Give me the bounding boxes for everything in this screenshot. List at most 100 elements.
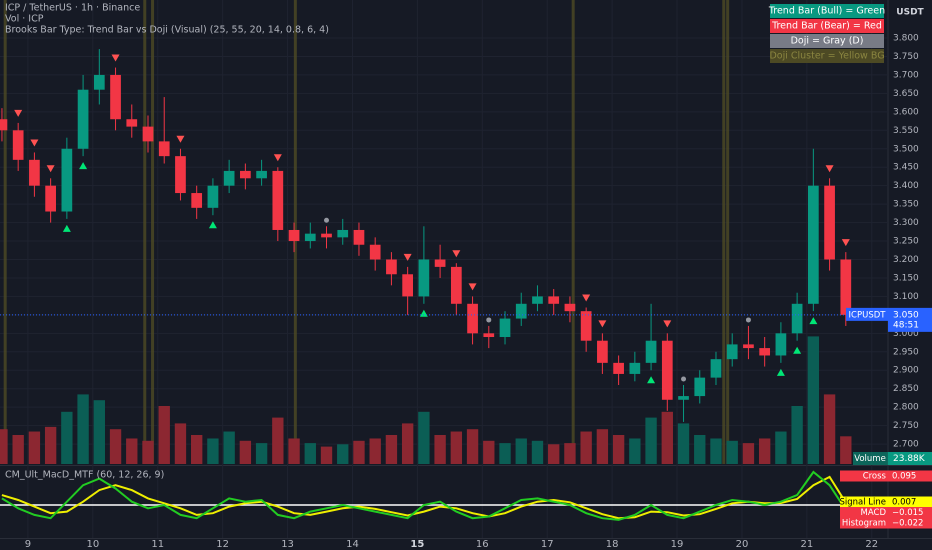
volume-bar <box>223 431 235 464</box>
volume-bar <box>775 431 787 464</box>
x-tick-label: 13 <box>281 539 294 550</box>
volume-bar <box>337 444 349 464</box>
candle-body <box>288 229 300 242</box>
candle-body <box>207 185 219 208</box>
doji-cluster-bg <box>143 0 147 464</box>
volume-bar <box>272 417 284 464</box>
volume-bar <box>645 417 657 464</box>
candle-body <box>661 340 673 400</box>
y-tick-label: 3.700 <box>893 70 919 80</box>
macd-line <box>1 470 847 521</box>
volume-bar <box>61 411 73 464</box>
tag-value-bg <box>888 496 932 508</box>
signal-marker <box>30 139 39 147</box>
volume-tag-label: Volume <box>854 454 886 464</box>
tag-name: MACD <box>861 508 887 518</box>
currency-label: USDT <box>896 8 924 18</box>
volume-bar <box>694 435 706 464</box>
tag-name: Signal Line <box>839 498 886 508</box>
y-tick-label: 2.850 <box>893 384 919 394</box>
tag-value: 0.007 <box>892 498 916 508</box>
volume-bar <box>353 440 365 464</box>
tag-value-bg <box>888 517 932 529</box>
symbol-tag-label: ICPUSDT <box>849 310 887 320</box>
candle-body <box>791 303 803 334</box>
volume-bar <box>791 406 803 464</box>
volume-bar <box>596 429 609 464</box>
doji-cluster-bg <box>3 0 7 464</box>
candle-body <box>142 126 154 142</box>
y-tick-label: 3.300 <box>893 218 919 228</box>
candle-body <box>694 377 706 397</box>
volume-bar <box>385 435 398 464</box>
y-tick-label: 2.750 <box>893 421 919 431</box>
candle-body <box>418 259 430 297</box>
volume-bar <box>255 443 268 464</box>
signal-marker <box>403 253 412 261</box>
header-indicator: Brooks Bar Type: Trend Bar vs Doji (Visu… <box>5 25 329 36</box>
tag-name-bg <box>840 507 888 518</box>
volume-tag <box>853 452 888 465</box>
header-symbol: ICP / TetherUS · 1h · Binance <box>5 3 140 14</box>
signal-marker <box>111 54 120 62</box>
y-tick-label: 3.400 <box>893 181 919 191</box>
volume-bar <box>418 411 430 464</box>
volume-bar <box>823 394 836 464</box>
candle-body <box>402 274 414 297</box>
candle-body <box>807 185 819 304</box>
volume-bar <box>239 440 252 464</box>
candle-body <box>304 233 316 242</box>
signal-marker <box>825 165 834 173</box>
x-tick-label: 9 <box>25 539 31 550</box>
volume-bar <box>174 423 187 464</box>
signal-marker <box>663 320 672 328</box>
volume-bar <box>320 446 333 464</box>
volume-bar <box>77 394 89 464</box>
y-tick-label: 3.500 <box>893 144 919 154</box>
signal-marker <box>809 317 818 325</box>
candle-body <box>386 259 397 275</box>
y-tick-label: 3.550 <box>893 126 919 136</box>
volume-bar <box>742 443 755 464</box>
candle-body <box>272 170 284 230</box>
tag-value: 0.095 <box>892 472 916 482</box>
candle-body <box>743 344 754 349</box>
doji-marker <box>681 376 687 382</box>
doji-cluster-bg <box>571 0 575 464</box>
candle-body <box>321 233 332 238</box>
y-tick-label: 3.750 <box>893 52 919 62</box>
y-tick-label: 3.800 <box>893 34 919 44</box>
volume-bar <box>109 429 122 464</box>
volume-bar <box>207 438 219 464</box>
x-tick-label: 18 <box>606 539 619 550</box>
y-tick-label: 3.350 <box>893 200 919 210</box>
tag-name-bg <box>840 517 888 529</box>
x-tick-label: 10 <box>86 539 99 550</box>
candle-body <box>515 303 527 319</box>
volume-bar <box>807 336 820 464</box>
candle-body <box>353 229 365 245</box>
y-tick-label: 3.100 <box>893 292 919 302</box>
y-tick-label: 2.800 <box>893 403 919 413</box>
candle-body <box>175 156 186 194</box>
x-tick-label: 20 <box>736 539 749 550</box>
y-tick-label: 3.450 <box>893 163 919 173</box>
candle-body <box>645 340 657 363</box>
volume-bar <box>44 426 57 464</box>
candle-body <box>223 170 235 186</box>
price-tag-value: 3.050 <box>893 310 919 320</box>
volume-bar <box>661 411 673 464</box>
volume-bar <box>0 429 8 464</box>
candle-body <box>467 303 478 334</box>
signal-marker <box>582 294 591 302</box>
y-tick-label: 2.700 <box>893 440 919 450</box>
candle-body <box>191 193 203 208</box>
volume-bar <box>288 438 300 464</box>
x-tick-label: 11 <box>151 539 164 550</box>
volume-bar <box>580 431 592 464</box>
candle-body <box>678 396 689 400</box>
x-tick-label: 21 <box>800 539 813 550</box>
volume-bar <box>726 440 738 464</box>
volume-bar <box>450 431 463 464</box>
